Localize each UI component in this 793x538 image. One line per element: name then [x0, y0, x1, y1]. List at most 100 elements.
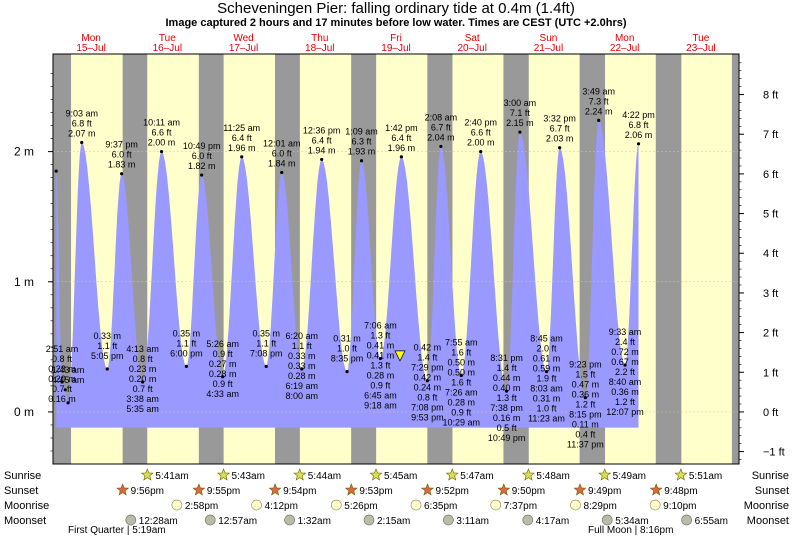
y-left-tick-label: 0 m [14, 405, 34, 419]
y-right-tick-label: 1 ft [763, 367, 778, 379]
day-name: Sat [465, 33, 480, 44]
tide-extreme-point [359, 159, 364, 163]
tide-label: 1.0 ft [337, 344, 358, 354]
tide-label: 1.2 ft [615, 397, 636, 407]
tide-label: 0.28 m [448, 397, 476, 407]
tide-label: 2.0 ft [536, 344, 557, 354]
tide-label: 3:49 am [582, 86, 615, 96]
tide-label: 0.31 m [533, 394, 561, 404]
tide-label: 7:08 pm [250, 348, 283, 358]
day-date: 20–Jul [457, 43, 486, 54]
tide-label: 6:19 am [286, 381, 319, 391]
tide-label: 7.1 ft [510, 108, 531, 118]
moonset-time: 5:34am [615, 516, 648, 527]
tide-label: 9:18 am [364, 401, 397, 411]
moonrise-time: 4:12pm [265, 501, 298, 512]
tide-label: 0.24 m [414, 383, 442, 393]
sunrise-time: 5:51am [689, 471, 722, 482]
day-name: Thu [311, 33, 328, 44]
astronomy-rows: Sunrise Sunrise Sunset Sunset Moonrise Moonri… [4, 468, 789, 536]
tide-label: 8:00 am [286, 391, 319, 401]
moonset-icon [443, 514, 454, 526]
day-date: 21–Jul [534, 43, 563, 54]
tide-label: 4:13 am [126, 344, 159, 354]
tide-extreme-point [66, 401, 70, 405]
tide-label: 2:51 am [46, 344, 79, 354]
moonset-time: 12:28am [139, 516, 178, 527]
tide-label: 0.9 ft [451, 407, 472, 417]
moonset-icon [601, 514, 613, 526]
row-label-right: Sunset [755, 485, 789, 497]
sunset-time: 9:56pm [131, 486, 164, 497]
tide-label: 8:15 pm [569, 410, 602, 420]
tide-extreme-point [54, 169, 58, 173]
day-name: Wed [233, 33, 253, 44]
tide-label: 6.8 ft [629, 120, 650, 130]
tide-label: 4:22 pm [622, 110, 655, 120]
tide-label: 0.28 m [288, 371, 316, 381]
tide-label: 1.9 ft [536, 374, 557, 384]
sunrise-time: 5:47am [460, 471, 493, 482]
tide-label: 0.42 m [414, 343, 442, 353]
tide-label: 0.61 m [533, 354, 561, 364]
day-headers: Mon15–JulTue16–JulWed17–JulThu18–JulFri1… [76, 33, 715, 54]
tide-label: 0.47 m [572, 380, 600, 390]
tide-label: 10:11 am [143, 118, 180, 128]
y-right-tick-label: 4 ft [763, 248, 778, 260]
tide-label: 8:35 pm [331, 354, 364, 364]
tide-label: 6.6 ft [152, 128, 173, 138]
y-right-tick-label: 5 ft [763, 209, 778, 221]
tide-label: 0.7 ft [52, 384, 73, 394]
chart-subtitle: Image captured 2 hours and 17 minutes be… [165, 17, 626, 29]
moonrise-icon [570, 499, 581, 511]
tide-extreme-point [399, 155, 403, 159]
moonset-icon [522, 514, 534, 526]
tide-label: 7:29 pm [411, 363, 444, 373]
tide-label: 1.96 m [228, 143, 256, 153]
tide-extreme-point [425, 379, 429, 383]
sunset-icon [116, 483, 130, 496]
moonrise-icon [251, 499, 262, 511]
tide-label: 1:42 pm [385, 123, 418, 133]
tide-label: 0.20 m [48, 374, 76, 384]
tide-label: 3:38 am [126, 394, 159, 404]
tide-label: 6.0 ft [112, 150, 133, 160]
tide-label: 2.15 m [506, 118, 534, 128]
sunrise-icon [369, 468, 383, 481]
moonset-time: 4:17am [536, 516, 569, 527]
tide-label: 0.28 m [209, 369, 237, 379]
tide-label: 0.42 m [414, 373, 442, 383]
tide-extreme-point [200, 173, 204, 177]
y-axis-right: −1 ft 0 ft 1 ft 2 ft 3 ft 4 ft 5 ft 6 ft 7 ft 8 f… [739, 62, 785, 460]
tide-label: 0.31 m [333, 334, 361, 344]
tide-label: 6.4 ft [232, 133, 253, 143]
tide-label: 0.5 ft [497, 423, 518, 433]
y-axis-left: 0 m 1 m 2 m [14, 73, 53, 452]
tide-label: 2:08 am [425, 112, 458, 122]
tide-label: 10:49 pm [488, 433, 526, 443]
sunset-time: 9:48pm [664, 486, 697, 497]
tide-extreme-point [378, 356, 383, 361]
moonset-time: 12:57am [218, 516, 257, 527]
tide-label: 3:00 am [504, 98, 537, 108]
tide-label: 6:45 am [364, 391, 397, 401]
moonset-icon [363, 514, 375, 526]
day-name: Mon [81, 33, 100, 44]
tide-label: 2.04 m [427, 132, 455, 142]
tide-label: 0.40 m [493, 383, 521, 393]
tide-label: 0.41 m [367, 351, 395, 361]
moonrise-time: 9:10pm [663, 501, 696, 512]
tide-label: 6.8 ft [72, 119, 93, 129]
tide-label: 10:29 am [442, 417, 480, 427]
tide-extreme-point [280, 170, 284, 175]
moonrise-time: 7:37pm [504, 501, 537, 512]
tide-label: 0.59 m [533, 364, 561, 374]
tide-label: 11:25 am [223, 123, 260, 133]
tide-label: 2.24 m [585, 106, 613, 116]
tide-label: 0.7 ft [133, 384, 154, 394]
tide-label: 0.35 m [252, 328, 280, 338]
tide-label: 9:03 am [65, 109, 98, 119]
tide-label: 0.9 ft [213, 379, 234, 389]
tide-label: 1.96 m [388, 143, 416, 153]
